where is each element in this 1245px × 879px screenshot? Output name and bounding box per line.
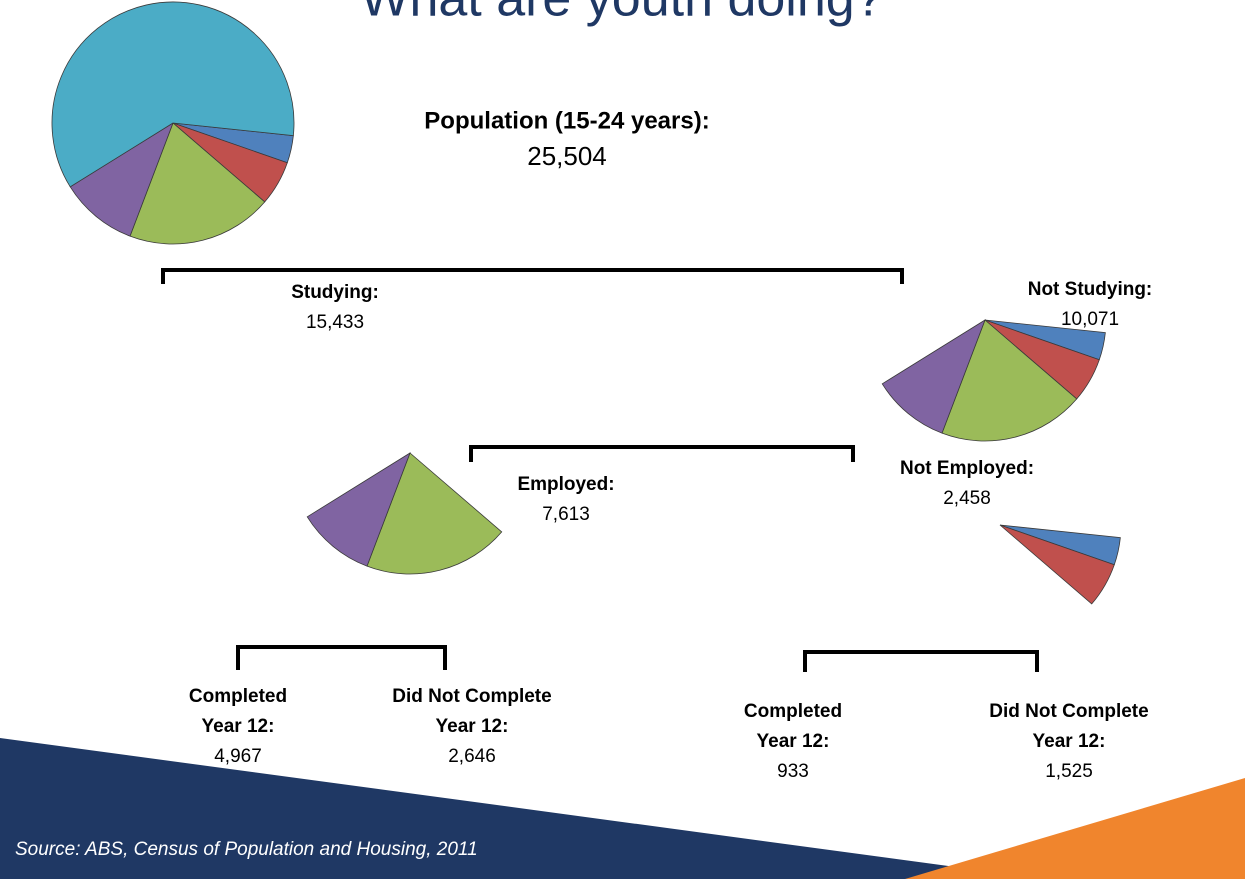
node-title: Did Not Complete <box>989 701 1148 722</box>
node-title: Population (15-24 years): <box>424 107 709 134</box>
node-value: 7,613 <box>542 504 590 525</box>
pie-slice <box>366 452 503 575</box>
pie-slice <box>129 122 266 245</box>
pie-slice <box>69 122 174 237</box>
bracket <box>469 445 855 462</box>
source: Source: ABS, Census of Population and Ho… <box>15 839 478 860</box>
node-title: Completed <box>189 686 287 707</box>
node-value: 15,433 <box>306 312 364 333</box>
node-title: Year 12: <box>757 731 830 752</box>
bracket <box>161 268 904 284</box>
node-value: 25,504 <box>527 141 607 171</box>
slide-title: What are youth doing? <box>360 0 883 28</box>
node-title: Year 12: <box>1033 731 1106 752</box>
node-title: Year 12: <box>202 716 275 737</box>
pie-slice <box>999 524 1115 605</box>
node-value: 2,458 <box>943 488 991 509</box>
node-value: 1,525 <box>1045 761 1093 782</box>
node-title: Completed <box>744 701 842 722</box>
node-title: Not Employed: <box>900 458 1034 479</box>
node-title: Studying: <box>291 282 379 303</box>
node-title: Employed: <box>517 474 614 495</box>
node-title: Did Not Complete <box>392 686 551 707</box>
node-value: 933 <box>777 761 809 782</box>
node-title: Not Studying: <box>1028 279 1153 300</box>
node-value: 2,646 <box>448 746 496 767</box>
bracket <box>236 645 447 670</box>
navy-band <box>0 738 1045 879</box>
node-title: Year 12: <box>436 716 509 737</box>
node-value: 10,071 <box>1061 309 1119 330</box>
orange-band <box>905 778 1245 879</box>
pie-slice <box>881 319 986 434</box>
node-value: 4,967 <box>214 746 262 767</box>
pie-slice <box>51 1 295 188</box>
bracket <box>803 650 1039 672</box>
pie-slice <box>306 452 411 567</box>
pie-slice <box>941 319 1078 442</box>
